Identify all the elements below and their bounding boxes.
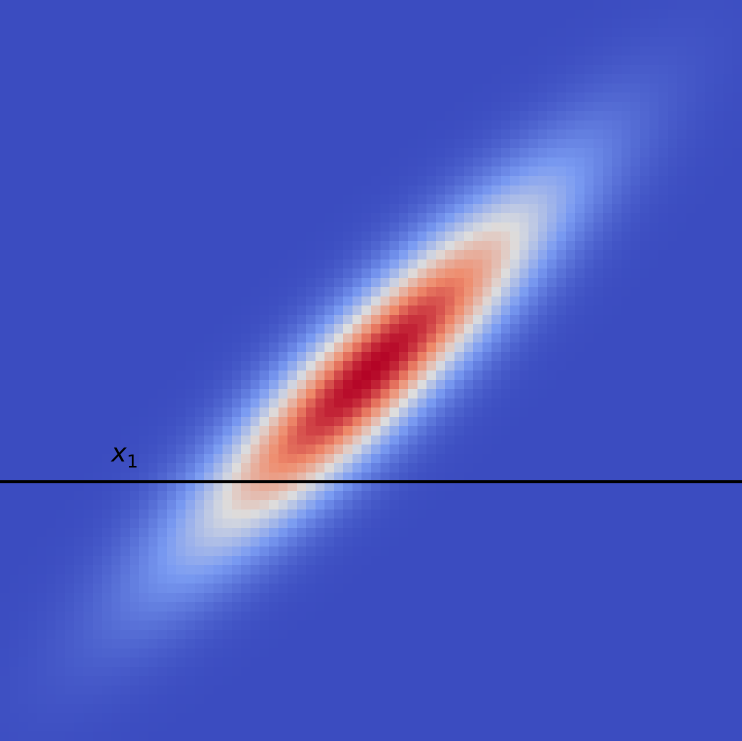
slice-line-label: x1 xyxy=(110,439,138,473)
